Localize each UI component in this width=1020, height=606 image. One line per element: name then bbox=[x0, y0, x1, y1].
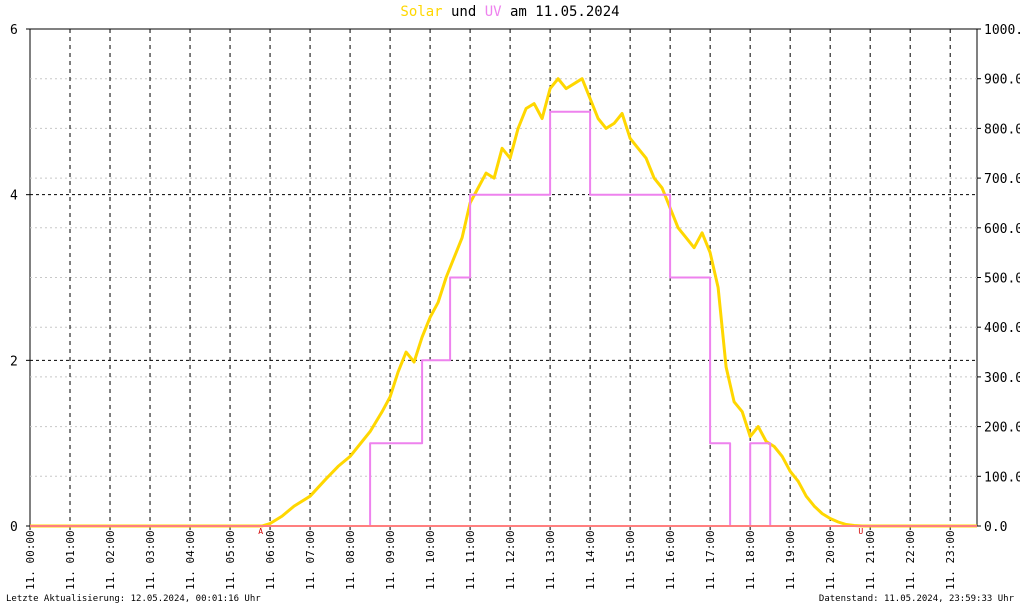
x-tick-label: 11. 04:00 bbox=[184, 530, 197, 590]
x-tick-label: 11. 17:00 bbox=[704, 530, 717, 590]
plot-frame bbox=[29, 28, 978, 527]
y-right-tick-label: 500.0 bbox=[984, 272, 1020, 287]
x-tick-label: 11. 13:00 bbox=[544, 530, 557, 590]
y-right-tick-label: 300.0 bbox=[984, 371, 1020, 386]
title-uv: UV bbox=[484, 4, 502, 20]
y-left-tick-label: 0 bbox=[10, 520, 18, 535]
y-right-tick-label: 200.0 bbox=[984, 421, 1020, 436]
x-tick-label: 11. 03:00 bbox=[144, 530, 157, 590]
x-tick-label: 11. 11:00 bbox=[464, 530, 477, 590]
y-right-tick-label: 0.0 bbox=[984, 520, 1007, 535]
footer-data-status: Datenstand: 11.05.2024, 23:59:33 Uhr bbox=[818, 594, 1014, 604]
x-tick-label: 11. 05:00 bbox=[224, 530, 237, 590]
x-tick-label: 11. 23:00 bbox=[944, 530, 957, 590]
x-tick-label: 11. 20:00 bbox=[824, 530, 837, 590]
y-right-tick-label: 600.0 bbox=[984, 222, 1020, 237]
footer-last-update: Letzte Aktualisierung: 12.05.2024, 00:01… bbox=[6, 594, 261, 604]
y-right-tick-label: 900.0 bbox=[984, 73, 1020, 88]
y-right-tick-label: 800.0 bbox=[984, 122, 1020, 137]
x-tick-label: 11. 12:00 bbox=[504, 530, 517, 590]
x-tick-label: 11. 07:00 bbox=[304, 530, 317, 590]
y-right-tick-label: 400.0 bbox=[984, 321, 1020, 336]
sun-marker: A bbox=[258, 527, 263, 536]
y-right-tick-label: 1000.0 bbox=[984, 23, 1020, 38]
sun-marker: U bbox=[858, 527, 863, 536]
solar-line bbox=[30, 77, 977, 528]
x-tick-label: 11. 21:00 bbox=[864, 530, 877, 590]
x-tick-label: 11. 02:00 bbox=[104, 530, 117, 590]
x-tick-label: 11. 08:00 bbox=[344, 530, 357, 590]
title-date: am 11.05.2024 bbox=[501, 4, 620, 20]
title-solar: Solar bbox=[400, 4, 443, 20]
x-tick-label: 11. 09:00 bbox=[384, 530, 397, 590]
x-tick-label: 11. 06:00 bbox=[264, 530, 277, 590]
x-tick-label: 11. 00:00 bbox=[24, 530, 37, 590]
x-tick-label: 11. 18:00 bbox=[744, 530, 757, 590]
y-right-tick-label: 700.0 bbox=[984, 172, 1020, 187]
x-tick-label: 11. 19:00 bbox=[784, 530, 797, 590]
x-tick-label: 11. 14:00 bbox=[584, 530, 597, 590]
x-tick-label: 11. 22:00 bbox=[904, 530, 917, 590]
x-tick-label: 11. 16:00 bbox=[664, 530, 677, 590]
y-left-tick-label: 4 bbox=[10, 189, 18, 204]
y-left-tick-label: 2 bbox=[10, 354, 18, 369]
chart-title: Solar und UV am 11.05.2024 bbox=[0, 4, 1020, 20]
x-tick-label: 11. 10:00 bbox=[424, 530, 437, 590]
y-right-tick-label: 100.0 bbox=[984, 470, 1020, 485]
x-tick-label: 11. 01:00 bbox=[64, 530, 77, 590]
title-und: und bbox=[442, 4, 485, 20]
x-tick-label: 11. 15:00 bbox=[624, 530, 637, 590]
y-left-tick-label: 6 bbox=[10, 23, 18, 38]
